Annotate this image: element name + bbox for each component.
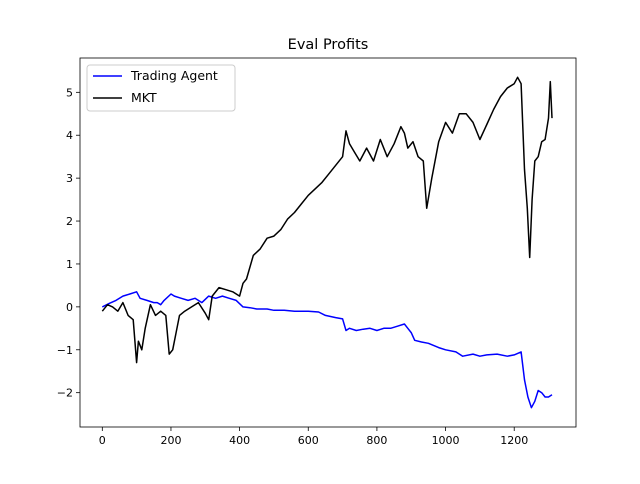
plot-frame <box>79 57 577 428</box>
legend-box <box>86 64 236 112</box>
y-tick-label: 5 <box>66 86 73 99</box>
y-tick-label: −2 <box>57 387 73 400</box>
y-tick-label: 0 <box>66 301 73 314</box>
axes-layer: 0 200 400 600 800 1000 1200 −2 −1 0 1 2 3 4 5 <box>57 57 577 447</box>
x-tick-label: 600 <box>298 434 319 447</box>
series-line-trading-agent <box>101 291 553 409</box>
y-tick-label: 4 <box>66 129 73 142</box>
chart-title: Eval Profits <box>288 37 369 53</box>
legend: Trading Agent MKT <box>86 64 236 112</box>
y-tick-label: 1 <box>66 258 73 271</box>
x-tick-label: 1000 <box>432 434 460 447</box>
series-line-mkt <box>101 76 553 364</box>
legend-label-mkt: MKT <box>131 90 157 105</box>
series-layer <box>101 76 553 409</box>
x-tick-label: 0 <box>99 434 106 447</box>
x-tick-label: 200 <box>160 434 181 447</box>
x-tick-label: 400 <box>229 434 250 447</box>
y-tick-label: 3 <box>66 172 73 185</box>
legend-label-trading-agent: Trading Agent <box>130 68 218 83</box>
y-tick-label: −1 <box>57 344 73 357</box>
x-tick-label: 1200 <box>500 434 528 447</box>
x-tick-label: 800 <box>366 434 387 447</box>
y-tick-label: 2 <box>66 215 73 228</box>
